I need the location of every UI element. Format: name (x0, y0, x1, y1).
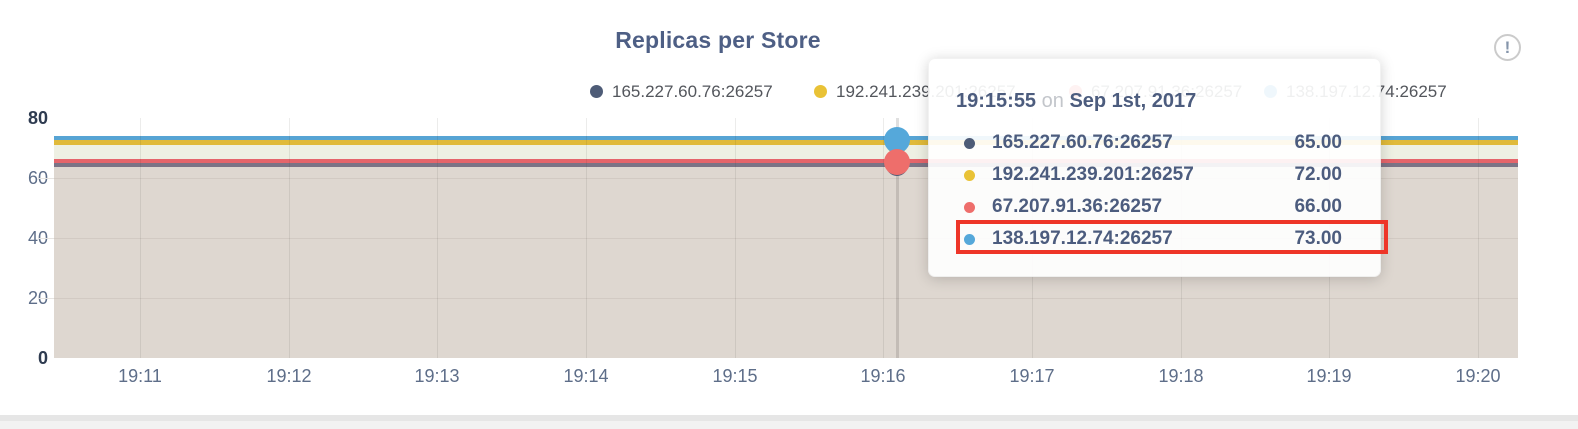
x-axis-label: 19:17 (1009, 366, 1055, 386)
series-line-yellow (54, 140, 1518, 145)
series-line-red (54, 159, 1518, 163)
tooltip-row: 165.227.60.76:26257 65.00 (956, 127, 1342, 159)
y-axis-label: 40 (27, 228, 48, 248)
tooltip-series-value: 72.00 (1294, 164, 1342, 185)
series-line-dark (54, 163, 1518, 167)
tooltip-series-label: 165.227.60.76:26257 (992, 132, 1173, 153)
legend-item-165[interactable]: 165.227.60.76:26257 (590, 81, 773, 101)
y-axis-label: 20 (27, 288, 48, 308)
vertical-gridline (1478, 118, 1480, 358)
series-dot-icon (964, 233, 975, 245)
hover-point-blue (884, 127, 910, 153)
vertical-gridline (883, 118, 885, 358)
tooltip-series-value: 66.00 (1294, 196, 1342, 217)
tooltip-row-highlighted: 138.197.12.74:26257 73.00 (956, 223, 1342, 255)
chart-title: Replicas per Store (615, 27, 821, 53)
x-axis-label: 19:13 (414, 366, 460, 386)
legend-dot-icon (814, 85, 827, 98)
horizontal-gridline (54, 298, 1518, 299)
series-dot-icon (964, 137, 975, 149)
tooltip-series-value: 73.00 (1294, 228, 1342, 249)
x-axis-label: 19:16 (860, 366, 906, 386)
y-axis-tick (38, 238, 54, 239)
tooltip-row: 192.241.239.201:26257 72.00 (956, 159, 1342, 191)
tooltip-date: Sep 1st, 2017 (1069, 90, 1197, 112)
x-axis-label: 19:11 (118, 366, 162, 386)
y-axis-tick (38, 178, 54, 179)
tooltip-connector: on (1041, 90, 1070, 112)
tooltip-row: 67.207.91.36:26257 66.00 (956, 191, 1342, 223)
tooltip-time: 19:15:55 (956, 90, 1037, 112)
vertical-gridline (288, 118, 290, 358)
x-axis-label: 19:15 (712, 366, 758, 386)
horizontal-gridline (54, 238, 1518, 239)
tooltip-series-label: 192.241.239.201:26257 (992, 164, 1194, 185)
y-axis-label: 0 (37, 348, 48, 368)
vertical-gridline (437, 118, 439, 358)
y-axis-label: 80 (27, 108, 48, 128)
horizontal-gridline (54, 178, 1518, 179)
hover-guideline (896, 118, 899, 358)
x-axis-label: 19:14 (563, 366, 609, 386)
tooltip-series-label: 67.207.91.36:26257 (992, 196, 1163, 217)
x-axis-label: 19:18 (1158, 366, 1204, 386)
x-axis-label: 19:19 (1306, 366, 1352, 386)
tooltip-series-value: 65.00 (1294, 132, 1342, 153)
bottom-separator (0, 415, 1578, 421)
x-axis-label: 19:20 (1455, 366, 1501, 386)
chart-tooltip: 19:15:55 on Sep 1st, 2017 165.227.60.76:… (928, 58, 1381, 277)
bottom-separator-light (0, 421, 1578, 429)
y-axis-tick (38, 298, 54, 299)
vertical-gridline (140, 118, 141, 358)
series-dot-icon (964, 169, 975, 181)
vertical-gridline (586, 118, 587, 358)
series-line-blue (54, 136, 1518, 140)
tooltip-header: 19:15:55 on Sep 1st, 2017 (956, 90, 1196, 113)
highlight-annotation-box (956, 220, 1388, 254)
vertical-gridline (734, 118, 736, 358)
y-axis-label: 60 (27, 168, 48, 188)
legend-dot-icon (590, 85, 603, 98)
series-dot-icon (964, 201, 975, 213)
info-icon[interactable]: ! (1494, 34, 1521, 61)
x-axis-label: 19:12 (266, 366, 312, 386)
legend-label: 165.227.60.76:26257 (612, 81, 773, 101)
tooltip-series-label: 138.197.12.74:26257 (992, 228, 1173, 249)
hover-point-red (884, 149, 910, 175)
exclamation-glyph: ! (1504, 38, 1511, 57)
